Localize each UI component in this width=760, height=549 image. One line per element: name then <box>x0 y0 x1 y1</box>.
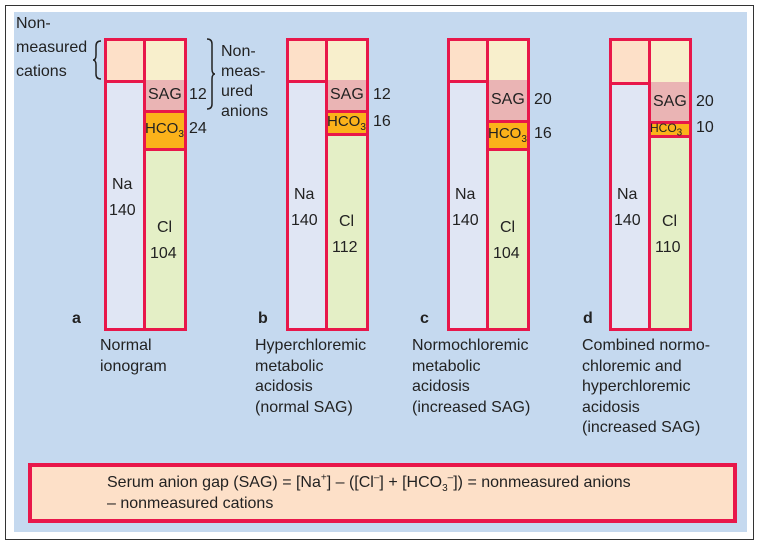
nonmeasured-cations-block <box>609 38 651 85</box>
nonmeasured-cations-block <box>447 38 489 83</box>
panel-letter: a <box>72 310 81 327</box>
hco3-subscript: 3 <box>676 127 683 139</box>
panel-caption-line: acidosis <box>255 378 313 395</box>
sodium-label: Na <box>294 186 315 203</box>
panel-letter: c <box>420 310 429 327</box>
sodium-value: 140 <box>109 202 136 219</box>
nonmeasured-anions-label-3: ured <box>221 83 254 100</box>
formula-box: Serum anion gap (SAG) = [Na+] – ([Cl–] +… <box>28 463 737 523</box>
sag-value: 20 <box>534 91 552 108</box>
panel-caption-line: (increased SAG) <box>582 419 701 436</box>
chloride-value: 104 <box>150 245 177 262</box>
chloride-label: Cl <box>500 219 516 236</box>
chloride-column <box>486 148 530 331</box>
panel-caption-line: acidosis <box>412 378 470 395</box>
chloride-label: Cl <box>339 213 355 230</box>
hco3-value: 24 <box>189 120 207 137</box>
panel-caption-line: (normal SAG) <box>255 398 353 416</box>
panel-caption-line: Combined normo- <box>582 337 711 354</box>
formula-line-2: – nonmeasured cations <box>107 495 274 512</box>
panel-caption-line: ionogram <box>100 357 167 375</box>
left-brace-icon <box>92 40 102 80</box>
chloride-label: Cl <box>662 213 678 230</box>
nonmeasured-cations-label-3: cations <box>16 63 67 80</box>
nonmeasured-cations-block <box>104 38 146 83</box>
panel-letter: d <box>583 310 593 327</box>
panel-caption-line: acidosis <box>582 398 640 416</box>
hco3-value: 16 <box>534 125 552 142</box>
nonmeasured-anions-block <box>486 38 530 83</box>
chloride-label: Cl <box>157 219 173 236</box>
panel-caption-line: metabolic <box>412 357 481 375</box>
nonmeasured-anions-label-2: meas- <box>221 63 266 80</box>
panel-caption-line: Hyperchloremic <box>255 337 367 354</box>
panel-caption-line: metabolic <box>255 357 324 375</box>
hco3-label: HCO3 <box>327 112 366 133</box>
panel-caption-line: Normochloremic <box>412 337 529 354</box>
chloride-value: 112 <box>332 239 358 256</box>
panel-caption-line: chloremic and <box>582 357 682 375</box>
hco3-label: HCO3 <box>488 125 527 145</box>
hco3-subscript: 3 <box>360 121 366 133</box>
chloride-value: 104 <box>493 245 520 262</box>
chloride-value: 110 <box>655 239 681 256</box>
chloride-column <box>648 135 692 331</box>
sodium-label: Na <box>455 186 476 203</box>
sag-label: SAG <box>491 91 525 108</box>
nonmeasured-cations-block <box>286 38 328 83</box>
sodium-column <box>447 80 489 331</box>
hco3-value: 10 <box>696 119 714 136</box>
hco3-text: HCO <box>488 125 522 142</box>
right-brace-icon <box>206 38 216 110</box>
sag-label: SAG <box>653 92 687 110</box>
panel-caption-line: hyperchloremic <box>582 378 691 395</box>
sodium-value: 140 <box>452 212 479 229</box>
sag-value: 12 <box>373 86 391 103</box>
panel-caption-line: Normal <box>100 337 152 354</box>
sodium-column <box>609 82 651 331</box>
hco3-text: HCO <box>145 120 179 137</box>
hco3-label: HCO3 <box>145 120 184 140</box>
sodium-label: Na <box>112 176 133 193</box>
nonmeasured-cations-label-1: Non- <box>16 15 51 32</box>
nonmeasured-anions-block <box>648 38 692 85</box>
sag-value: 20 <box>696 92 714 110</box>
sag-block <box>143 80 187 113</box>
nonmeasured-anions-block <box>325 38 369 83</box>
sodium-value: 140 <box>291 212 318 229</box>
nonmeasured-anions-label-4: anions <box>221 103 269 120</box>
chloride-column <box>325 133 369 331</box>
panel-caption-line: (increased SAG) <box>412 398 531 416</box>
hco3-value: 16 <box>373 112 391 130</box>
sodium-column <box>286 80 328 331</box>
hco3-label: HCO3 <box>650 121 682 138</box>
nonmeasured-cations-label-2: measured <box>16 39 88 56</box>
sag-label: SAG <box>148 86 182 103</box>
chloride-column <box>143 148 187 331</box>
panel-letter: b <box>258 310 268 327</box>
hco3-subscript: 3 <box>178 129 184 140</box>
formula-line-1: Serum anion gap (SAG) = [Na+] – ([Cl–] +… <box>107 472 631 495</box>
hco3-text: HCO <box>650 121 677 135</box>
hco3-text: HCO <box>327 112 361 130</box>
hco3-subscript: 3 <box>521 134 527 145</box>
nonmeasured-anions-block <box>143 38 187 83</box>
nonmeasured-anions-label-1: Non- <box>221 43 256 60</box>
sag-value: 12 <box>189 86 207 103</box>
sodium-value: 140 <box>614 212 641 229</box>
bicarbonate-block <box>143 110 187 151</box>
sag-label: SAG <box>330 86 364 103</box>
sodium-label: Na <box>617 186 638 203</box>
figure-frame <box>5 5 754 540</box>
